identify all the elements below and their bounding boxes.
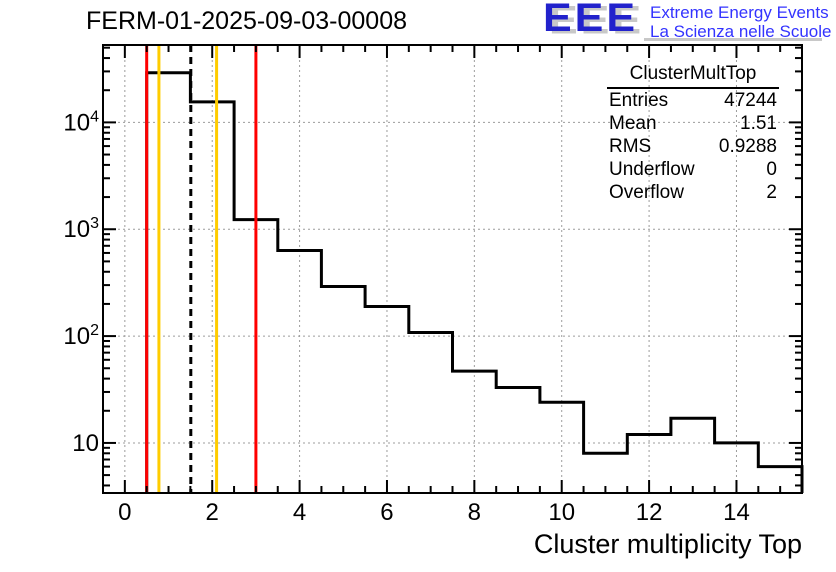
axis-ticks [103, 45, 802, 493]
x-tick-label: 2 [206, 499, 219, 526]
histogram-line [145, 71, 804, 493]
stats-row-value: 1.51 [740, 113, 777, 134]
x-tick-label: 8 [468, 499, 481, 526]
stats-row: Overflow 2 [607, 181, 779, 204]
eee-logo-subtitle-2: La Scienza nelle Scuole [650, 22, 832, 41]
y-tick-label: 103 [63, 215, 99, 243]
marker-lines [145, 45, 258, 493]
y-tick-label: 102 [63, 322, 99, 350]
stats-row-label: RMS [609, 136, 652, 157]
stats-row: RMS 0.9288 [607, 135, 779, 158]
stats-row-value: 47244 [724, 90, 777, 111]
stats-box-title: ClusterMultTop [607, 62, 779, 89]
stats-row-label: Overflow [609, 182, 684, 203]
stats-row: Mean 1.51 [607, 112, 779, 135]
stats-row-label: Underflow [609, 159, 695, 180]
eee-logo-underline [644, 38, 822, 41]
eee-logo: EEE Extreme Energy Events La Scienza nel… [0, 0, 836, 46]
plot-title: FERM-01-2025-09-03-00008 [86, 7, 408, 35]
eee-logo-letters: EEE [543, 0, 639, 41]
stats-row-value: 0 [766, 159, 777, 180]
plot-frame [102, 44, 803, 494]
stats-row-value: 0.9288 [718, 136, 777, 157]
histogram [145, 71, 804, 493]
stats-row-label: Entries [609, 90, 669, 111]
stats-box-rows: Entries 47244 Mean 1.51 RMS 0.9288 Underflow 0 O… [607, 89, 779, 204]
y-tick-label: 104 [63, 108, 99, 136]
x-tick-label: 12 [636, 499, 663, 526]
tick-labels: 0 2 4 6 8 10 12 14 10 102 103 104 [63, 108, 749, 526]
grid-lines [103, 45, 802, 493]
stats-row: Underflow 0 [607, 158, 779, 181]
x-axis-title: Cluster multiplicity Top [533, 529, 802, 559]
eee-logo-subtitle-1: Extreme Energy Events [650, 3, 829, 22]
x-tick-label: 14 [723, 499, 750, 526]
y-tick-label: 10 [72, 430, 99, 457]
x-tick-label: 0 [118, 499, 131, 526]
x-tick-label: 10 [548, 499, 575, 526]
x-tick-label: 6 [380, 499, 393, 526]
stats-row: Entries 47244 [607, 89, 779, 112]
x-tick-label: 4 [293, 499, 306, 526]
stats-row-label: Mean [609, 113, 657, 134]
stats-row-value: 2 [766, 182, 777, 203]
stats-box: ClusterMultTop Entries 47244 Mean 1.51 RMS 0.… [607, 62, 779, 204]
